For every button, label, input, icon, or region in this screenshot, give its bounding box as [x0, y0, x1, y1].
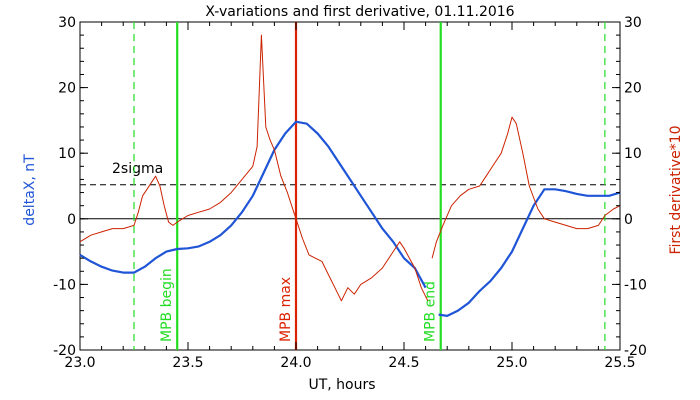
y-tick-label-left-2: 10 — [58, 146, 76, 162]
y-tick-label-left-4: -10 — [53, 277, 76, 293]
threshold-label: 2sigma — [112, 161, 163, 177]
vertical-marker-label-1: MPB begin — [159, 268, 175, 342]
y-axis-label-left: deltaX, nT — [22, 154, 38, 226]
x-tick-label-1: 23.5 — [172, 355, 203, 371]
x-axis-label: UT, hours — [308, 377, 375, 393]
vertical-marker-label-3: MPB end — [423, 281, 439, 342]
x-tick-label-4: 25.0 — [496, 355, 527, 371]
y-tick-label-left-1: 20 — [58, 81, 76, 97]
y-tick-label-right-5: -20 — [624, 343, 647, 359]
plot-frame — [79, 21, 621, 351]
series-derivative-line-0 — [79, 34, 429, 302]
x-tick-label-0: 23.0 — [64, 355, 95, 371]
y-tick-label-right-1: 20 — [624, 81, 642, 97]
y-tick-label-left-0: 30 — [58, 15, 76, 31]
y-tick-label-right-2: 10 — [624, 146, 642, 162]
y-tick-label-right-4: -10 — [624, 277, 647, 293]
x-tick-label-3: 24.5 — [388, 355, 419, 371]
y-tick-label-left-3: 0 — [67, 212, 76, 228]
vertical-marker-label-2: MPB max — [278, 277, 294, 342]
series-deltax-line-0 — [79, 120, 427, 289]
y-tick-label-right-0: 30 — [624, 15, 642, 31]
plot-area: MPB begin MPB max MPB end 23.0 23.5 24.0 24.5 2… — [53, 15, 647, 371]
series-derivative-line-1 — [431, 116, 621, 259]
series-deltax-line-1 — [438, 188, 621, 317]
y-axis-label-right: First derivative*10 — [668, 125, 684, 254]
x-tick-label-2: 24.0 — [280, 355, 311, 371]
chart-title: X-variations and first derivative, 01.11… — [205, 4, 514, 20]
x-tick-label-5: 25.5 — [604, 355, 635, 371]
y-tick-label-left-5: -20 — [53, 343, 76, 359]
y-tick-label-right-3: 0 — [624, 212, 633, 228]
